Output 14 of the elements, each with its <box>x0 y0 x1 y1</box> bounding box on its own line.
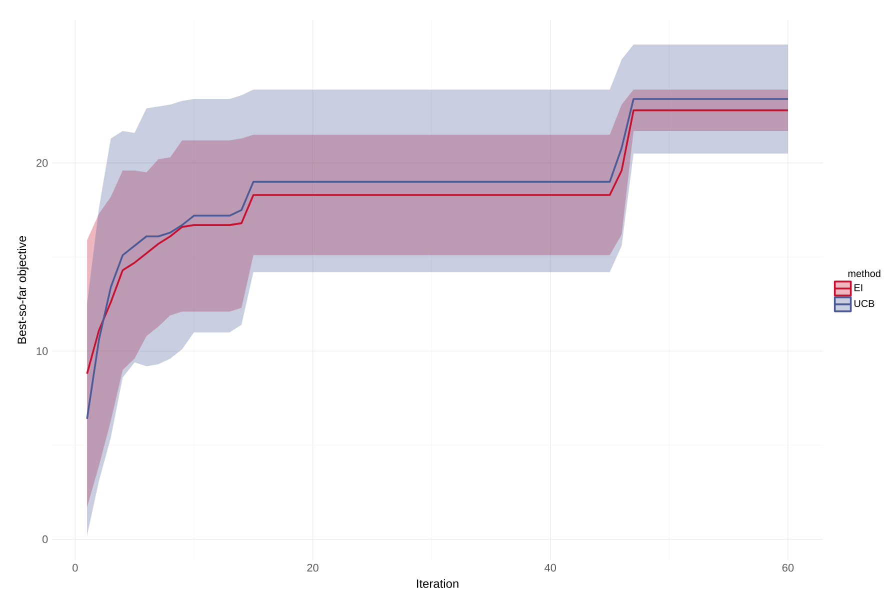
x-tick-label: 60 <box>782 564 794 572</box>
line-series <box>86 98 789 420</box>
x-tick-label: 40 <box>544 564 556 572</box>
x-tick-label: 20 <box>307 564 318 572</box>
legend-label: EI <box>854 284 862 292</box>
x-tick-label: 0 <box>72 564 78 572</box>
x-axis-title: Iteration <box>417 579 458 588</box>
y-tick-label: 10 <box>36 347 48 356</box>
legend-label: UCB <box>854 300 874 308</box>
y-tick-label: 0 <box>42 535 48 544</box>
legend-title: method <box>848 270 880 278</box>
line-series <box>86 109 789 375</box>
y-axis-title: Best-so-far objective <box>17 236 28 344</box>
y-tick-label: 20 <box>36 159 48 167</box>
